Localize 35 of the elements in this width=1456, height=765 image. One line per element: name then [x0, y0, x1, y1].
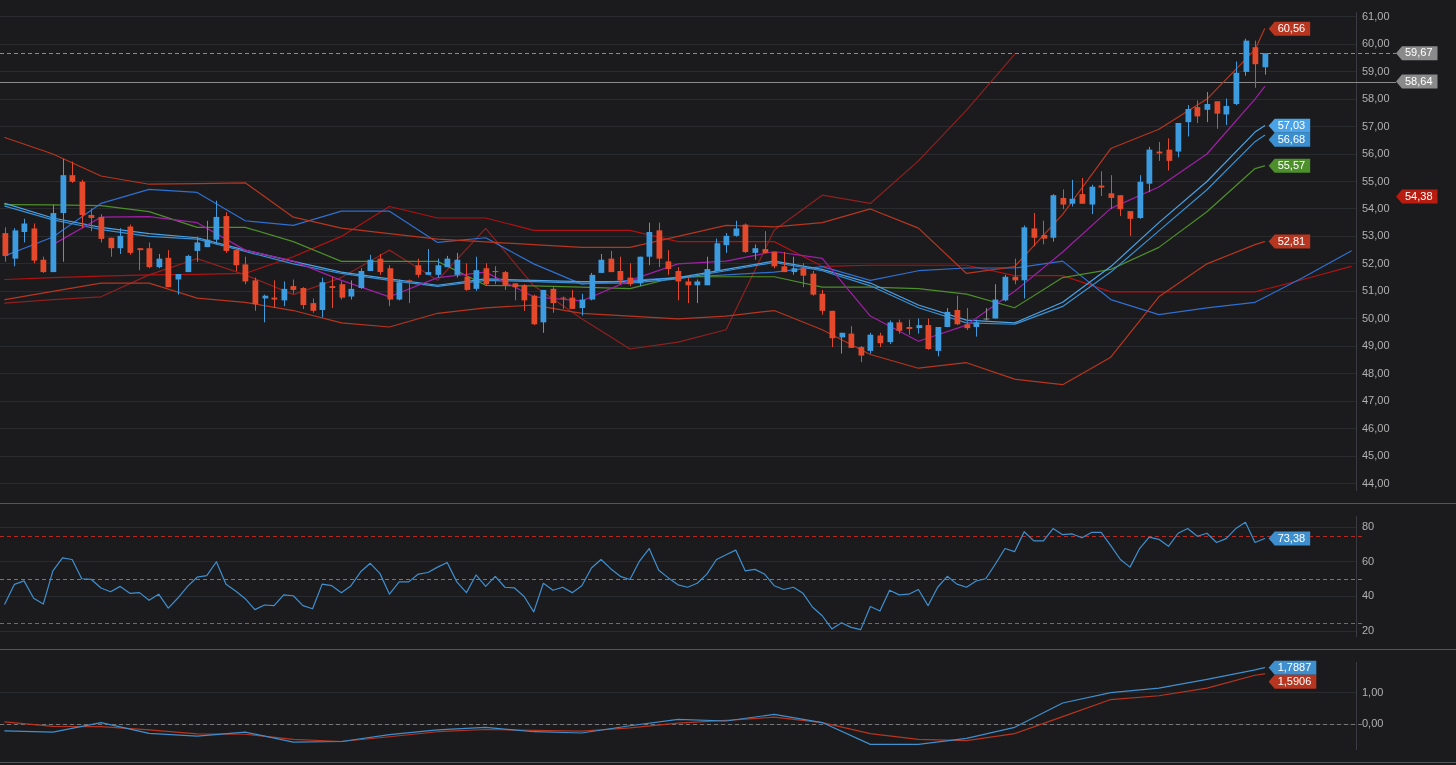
data-label: 55,57 — [1277, 158, 1306, 171]
y-tick-label: 60,00 — [1362, 37, 1390, 50]
y-tick-label: 20 — [1362, 624, 1375, 637]
y-tick-label: 58,00 — [1362, 92, 1390, 105]
y-tick-label: 59,00 — [1362, 64, 1390, 77]
y-tick-label: 0,00 — [1362, 717, 1384, 730]
data-label: 52,81 — [1277, 234, 1306, 247]
y-tick-label: 56,00 — [1362, 147, 1390, 160]
y-tick-label: 55,00 — [1362, 174, 1390, 187]
y-tick-label: 51,00 — [1362, 284, 1390, 297]
data-label: 1,5906 — [1277, 674, 1312, 687]
y-tick-label: 80 — [1362, 520, 1375, 533]
y-tick-label: 49,00 — [1362, 339, 1390, 352]
ref-line-label: 59,67 — [1405, 46, 1433, 59]
y-tick-label: 48,00 — [1362, 366, 1390, 379]
y-tick-label: 54,00 — [1362, 201, 1390, 214]
y-tick-label: 40 — [1362, 589, 1375, 602]
y-tick-label: 52,00 — [1362, 256, 1390, 269]
y-tick-label: 53,00 — [1362, 229, 1390, 242]
y-tick-label: 61,00 — [1362, 9, 1390, 22]
y-tick-label: 45,00 — [1362, 449, 1390, 462]
y-tick-label: 44,00 — [1362, 476, 1390, 489]
y-tick-label: 57,00 — [1362, 119, 1390, 132]
y-tick-label: 1,00 — [1362, 685, 1384, 698]
data-label: 56,68 — [1277, 132, 1306, 145]
text: 54,38 — [1405, 189, 1433, 202]
y-tick-label: 50,00 — [1362, 311, 1390, 324]
ref-line-label: 58,64 — [1405, 74, 1433, 87]
data-label: 60,56 — [1277, 21, 1306, 34]
y-tick-label: 60 — [1362, 554, 1375, 567]
y-tick-label: 46,00 — [1362, 421, 1390, 434]
y-tick-label: 47,00 — [1362, 394, 1390, 407]
data-label: 57,03 — [1277, 118, 1306, 131]
data-label: 1,7887 — [1277, 660, 1312, 673]
data-label: 73,38 — [1277, 531, 1306, 544]
